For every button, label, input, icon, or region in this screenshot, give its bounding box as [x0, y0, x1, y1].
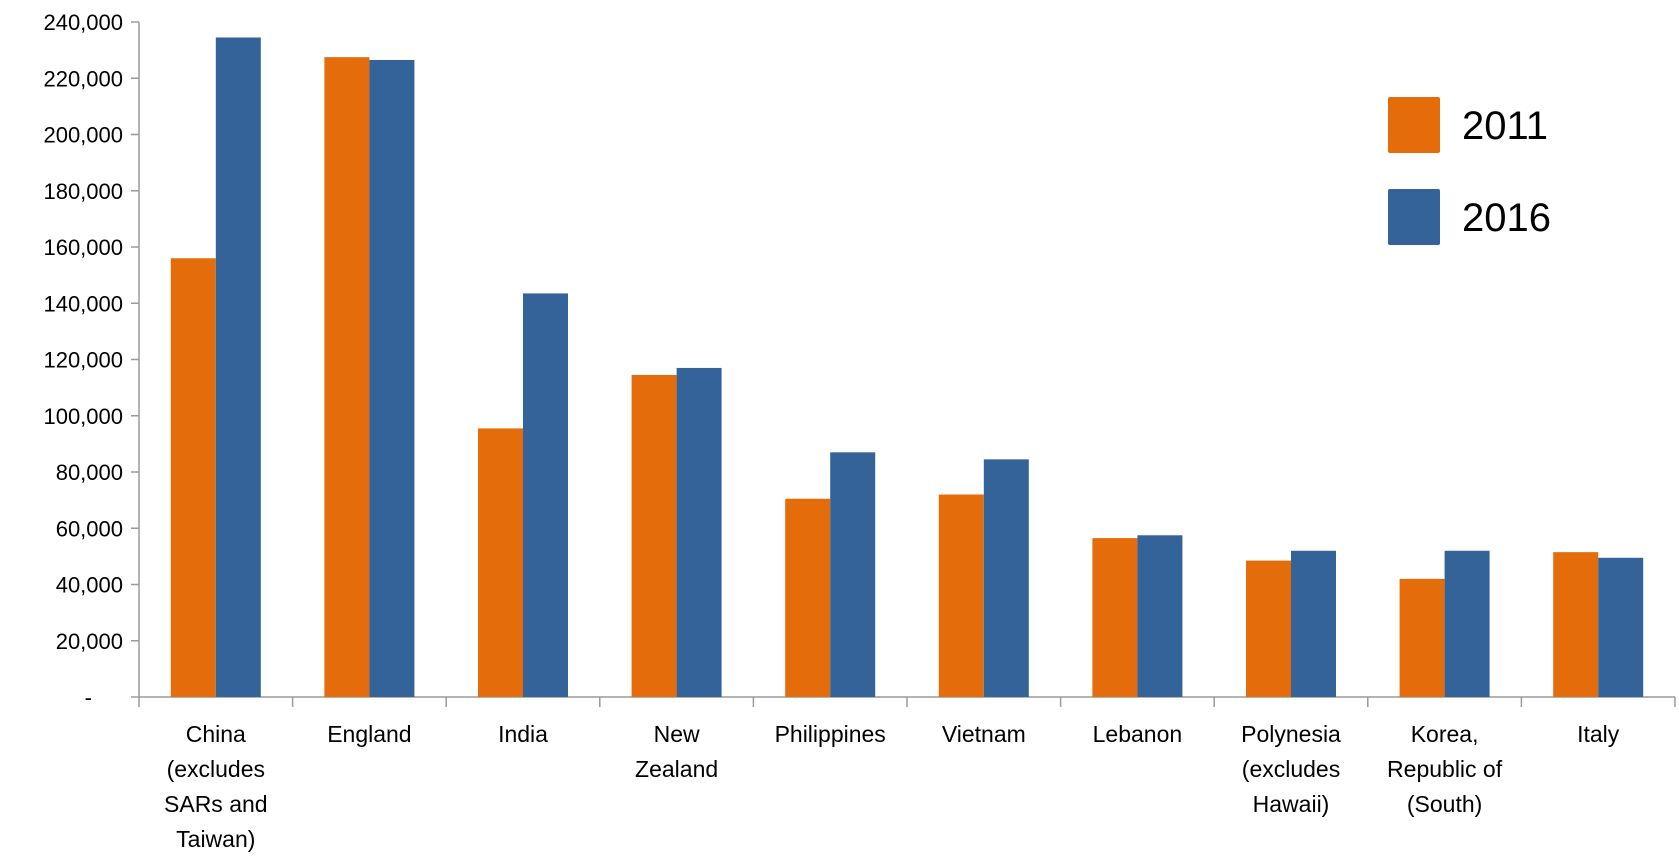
bar-2016-9 [1598, 557, 1644, 697]
bar-2011-5 [938, 494, 984, 697]
legend-label-2016: 2016 [1462, 196, 1551, 240]
x-category-label-line: (excludes [167, 756, 265, 782]
x-category-label-line: SARs and [164, 791, 268, 817]
bar-2011-4 [785, 498, 831, 697]
x-category-label: Lebanon [1093, 721, 1183, 747]
bars [170, 37, 1644, 697]
x-category-label-line: Lebanon [1093, 721, 1183, 747]
x-category-label: Italy [1577, 721, 1620, 747]
legend-label-2011: 2011 [1462, 104, 1548, 148]
x-category-label-line: China [186, 721, 246, 747]
bar-2011-9 [1553, 552, 1599, 697]
y-tick-label: 140,000 [43, 291, 123, 316]
y-tick-label: 220,000 [43, 66, 123, 91]
x-category-label: Vietnam [942, 721, 1026, 747]
bar-2016-5 [983, 459, 1029, 697]
x-category-label: Korea, Republic of (South) [1387, 721, 1503, 817]
x-category-label-line: Republic of [1387, 756, 1503, 782]
bar-2011-1 [324, 57, 370, 697]
y-tick-label: 20,000 [56, 629, 123, 654]
bar-2016-0 [215, 37, 261, 697]
y-tick-label: 180,000 [43, 179, 123, 204]
x-category-label-line: Korea, [1411, 721, 1479, 747]
x-category-label-line: Philippines [775, 721, 886, 747]
bar-2016-2 [523, 293, 568, 697]
y-tick-label: 60,000 [56, 516, 123, 541]
bar-2011-2 [478, 428, 523, 697]
bar-2011-6 [1092, 538, 1138, 697]
x-category-label: England [327, 721, 411, 747]
x-category-label: New Zealand [635, 721, 718, 782]
legend-swatch-2016 [1388, 189, 1440, 245]
x-category-label-line: New [654, 721, 700, 747]
x-category-label: India [498, 721, 548, 747]
y-axis: - 20,000 40,000 60,000 80,000 100,000 120,000 1… [43, 10, 140, 710]
x-category-label-line: (South) [1407, 791, 1482, 817]
y-tick-label: 40,000 [56, 573, 123, 598]
x-category-label-line: Hawaii) [1253, 791, 1330, 817]
x-category-label-line: Taiwan) [176, 826, 255, 852]
y-tick-label: 100,000 [43, 404, 123, 429]
bar-2016-4 [830, 452, 876, 697]
x-category-label-line: India [498, 721, 548, 747]
bar-2016-8 [1444, 550, 1490, 697]
bar-2011-3 [631, 374, 677, 697]
y-tick-label: 240,000 [43, 10, 123, 35]
x-category-label: China (excludes SARs and Taiwan) [164, 721, 268, 852]
y-tick-label: 160,000 [43, 235, 123, 260]
x-category-label-line: (excludes [1242, 756, 1340, 782]
x-category-label-line: Polynesia [1241, 721, 1341, 747]
legend: 2011 2016 [1388, 97, 1551, 245]
bar-2016-7 [1291, 550, 1336, 697]
bar-2016-6 [1137, 535, 1183, 697]
bar-2016-1 [369, 59, 415, 697]
x-category-label: Philippines [775, 721, 886, 747]
bar-2016-3 [676, 367, 722, 697]
bar-2011-7 [1246, 560, 1291, 697]
legend-swatch-2011 [1388, 97, 1440, 153]
bar-2011-8 [1399, 578, 1445, 697]
x-category-label-line: Zealand [635, 756, 718, 782]
x-category-label-line: England [327, 721, 411, 747]
y-tick-label: 200,000 [43, 123, 123, 148]
bar-2011-0 [170, 258, 216, 697]
x-category-label-line: Italy [1577, 721, 1620, 747]
x-category-label: Polynesia (excludes Hawaii) [1241, 721, 1341, 817]
y-tick-label: 80,000 [56, 460, 123, 485]
x-axis: China (excludes SARs and Taiwan) England Indi… [138, 696, 1676, 852]
x-category-label-line: Vietnam [942, 721, 1026, 747]
y-tick-label: - [85, 685, 92, 710]
y-tick-label: 120,000 [43, 348, 123, 373]
